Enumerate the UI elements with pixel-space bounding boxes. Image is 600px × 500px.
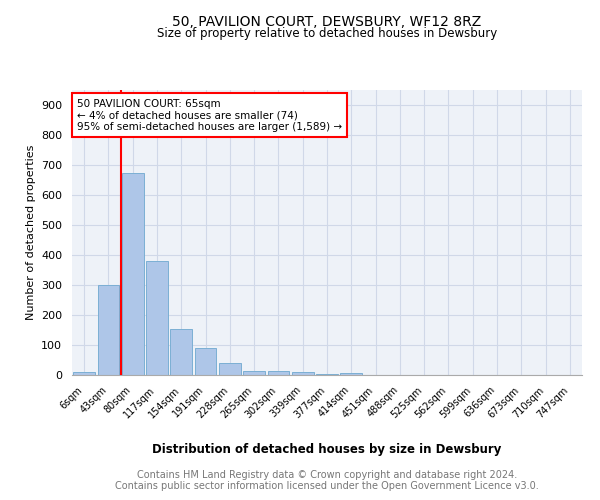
Bar — [268, 370, 289, 375]
Bar — [170, 330, 192, 375]
Bar — [122, 172, 143, 375]
Bar — [292, 372, 314, 375]
Text: Size of property relative to detached houses in Dewsbury: Size of property relative to detached ho… — [157, 28, 497, 40]
Bar — [316, 374, 338, 375]
Y-axis label: Number of detached properties: Number of detached properties — [26, 145, 35, 320]
Bar — [219, 363, 241, 375]
Bar — [194, 348, 217, 375]
Text: Contains HM Land Registry data © Crown copyright and database right 2024.: Contains HM Land Registry data © Crown c… — [137, 470, 517, 480]
Text: 50, PAVILION COURT, DEWSBURY, WF12 8RZ: 50, PAVILION COURT, DEWSBURY, WF12 8RZ — [172, 15, 482, 29]
Bar — [243, 370, 265, 375]
Bar — [73, 372, 95, 375]
Text: 50 PAVILION COURT: 65sqm
← 4% of detached houses are smaller (74)
95% of semi-de: 50 PAVILION COURT: 65sqm ← 4% of detache… — [77, 98, 342, 132]
Bar — [97, 285, 119, 375]
Bar — [146, 261, 168, 375]
Text: Distribution of detached houses by size in Dewsbury: Distribution of detached houses by size … — [152, 442, 502, 456]
Text: Contains public sector information licensed under the Open Government Licence v3: Contains public sector information licen… — [115, 481, 539, 491]
Bar — [340, 373, 362, 375]
